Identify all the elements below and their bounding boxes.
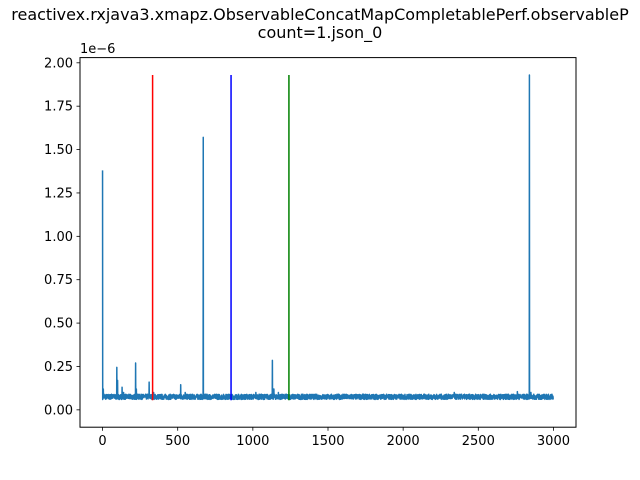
x-tick-label: 1000 xyxy=(236,434,269,449)
y-tick-label: 1.00 xyxy=(44,230,73,245)
y-tick-label: 1.25 xyxy=(44,186,73,201)
y-tick-label: 0.25 xyxy=(44,360,73,375)
y-tick-label: 0.50 xyxy=(44,317,73,332)
series-line xyxy=(101,74,555,401)
x-axis: 0 500 1000 1500 2000 2500 3000 xyxy=(98,427,570,449)
chart-title-line-1: reactivex.rxjava3.xmapz.ObservableConcat… xyxy=(11,5,629,24)
chart-title-line-2: count=1.json_0 xyxy=(258,23,383,43)
y-tick-label: 2.00 xyxy=(44,56,73,71)
y-tick-label: 0.00 xyxy=(44,403,73,418)
x-tick-label: 2000 xyxy=(387,434,420,449)
y-tick-label: 1.75 xyxy=(44,100,73,115)
y-axis: 0.00 0.25 0.50 0.75 1.00 1.25 1.50 1.75 2.00 xyxy=(44,56,80,418)
x-tick-label: 3000 xyxy=(537,434,570,449)
plot-area xyxy=(101,74,555,401)
x-tick-label: 500 xyxy=(165,434,190,449)
y-tick-label: 1.50 xyxy=(44,143,73,158)
x-tick-label: 0 xyxy=(98,434,106,449)
x-tick-label: 2500 xyxy=(462,434,495,449)
y-axis-offset-label: 1e−6 xyxy=(80,42,115,57)
x-tick-label: 1500 xyxy=(311,434,344,449)
y-tick-label: 0.75 xyxy=(44,273,73,288)
